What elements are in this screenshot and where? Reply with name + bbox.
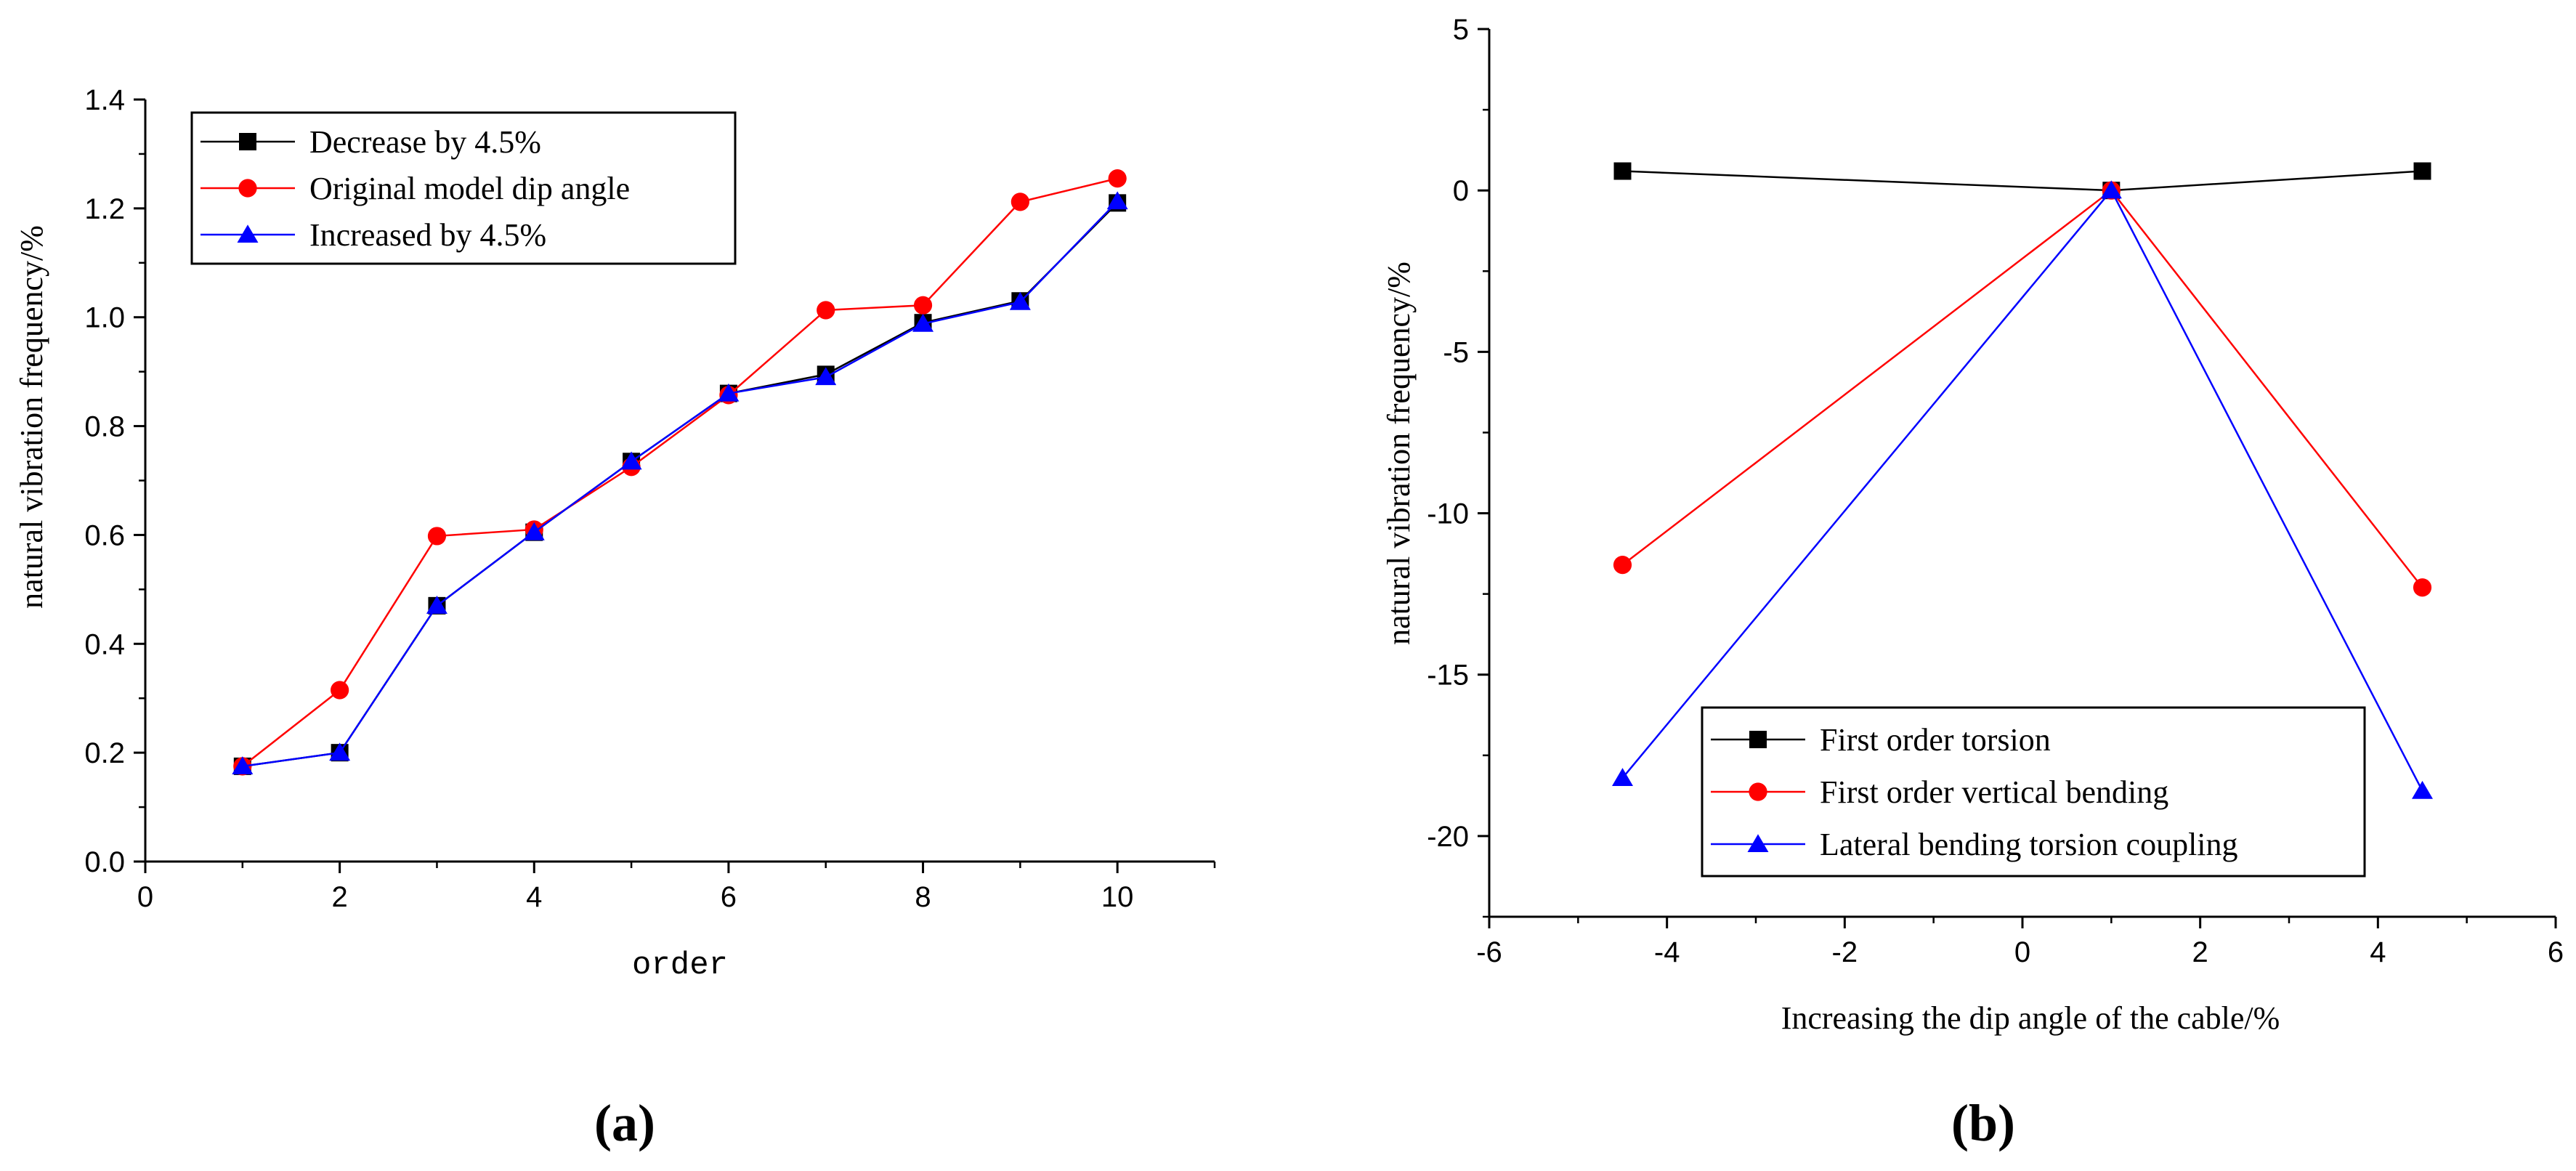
y-axis-label-b: natural vibration frequency/%: [1381, 262, 1417, 645]
y-tick-label: -20: [1427, 821, 1469, 853]
series-b: [1612, 162, 2433, 799]
legend-label: Increased by 4.5%: [309, 217, 546, 253]
y-tick-label: 1.0: [84, 302, 125, 334]
x-tick-label: 2: [332, 881, 348, 913]
y-tick-label: 0: [1453, 175, 1469, 207]
y-axis-label-a: natural vibration frequency/%: [14, 225, 49, 609]
legend-label: Decrease by 4.5%: [309, 124, 541, 160]
chart-panel-a: 0 2 4 6 8 10 0.0 0.2 0.4 0.6 0.8 1.0 1.2 1.4 natural …: [14, 84, 1216, 1152]
legend-b: First order torsion First order vertical …: [1701, 706, 2366, 878]
data-point: [620, 451, 642, 470]
series-lateral-bending-torsion-coupling: [1612, 180, 2433, 799]
data-point: [913, 296, 933, 315]
x-tick-label: 0: [2014, 936, 2030, 968]
x-tick-label: 4: [526, 881, 542, 913]
legend-marker: [1747, 834, 1769, 853]
data-point: [1009, 291, 1031, 310]
data-point: [232, 756, 254, 774]
data-point: [912, 313, 934, 332]
x-tick-label: -2: [1832, 936, 1858, 968]
series-line: [242, 202, 1119, 768]
legend-marker: [1749, 731, 1767, 748]
series-line: [1622, 170, 2423, 192]
y-tick-label: -10: [1427, 498, 1469, 530]
y-tick-label: -5: [1443, 336, 1469, 368]
series-increased-by-4-5: [232, 191, 1128, 774]
data-point: [426, 596, 447, 614]
legend-item-lateral-bending-torsion-coupling: Lateral bending torsion coupling: [1711, 827, 2238, 862]
x-tick-label: 10: [1101, 881, 1134, 913]
x-axis-label-b: Increasing the dip angle of the cable/%: [1781, 1000, 2280, 1036]
legend-item-first-order-vertical-bending: First order vertical bending: [1711, 774, 2168, 810]
data-point: [523, 522, 545, 540]
panel-label-a: (a): [594, 1094, 655, 1152]
chart-panel-b: -6 -4 -2 0 2 4 650-5-10-15-20 natural vibratio…: [1381, 14, 2564, 1152]
legend-marker: [239, 133, 256, 150]
legend-label: Lateral bending torsion coupling: [1820, 827, 2238, 862]
data-point: [1613, 162, 1632, 180]
series-first-order-torsion: [1613, 162, 2431, 200]
x-tick-label: 6: [721, 881, 737, 913]
ticks-a: 0 2 4 6 8 10 0.0 0.2 0.4 0.6 0.8 1.0 1.2 1.4: [84, 84, 1216, 913]
data-point: [331, 681, 349, 700]
series-line: [242, 177, 1118, 767]
y-tick-label: 0.0: [84, 846, 125, 878]
legend-box: [1701, 706, 2366, 878]
y-tick-label: -15: [1427, 660, 1469, 692]
data-point: [1106, 191, 1128, 210]
y-tick-label: 0.2: [84, 737, 125, 769]
data-point: [718, 383, 740, 402]
legend-marker: [1749, 782, 1767, 801]
legend-label: First order torsion: [1820, 722, 2051, 758]
x-tick-label: 8: [915, 881, 931, 913]
x-tick-label: 0: [137, 881, 153, 913]
ticks-b: -6 -4 -2 0 2 4 650-5-10-15-20: [1427, 14, 2564, 968]
legend-item-increased-by-4-5: Increased by 4.5%: [201, 217, 546, 253]
legend-a: Decrease by 4.5% Original model dip angle…: [190, 111, 737, 265]
legend-item-decrease-by-4-5: Decrease by 4.5%: [201, 124, 541, 160]
series-a: [232, 169, 1128, 776]
series-first-order-vertical-bending: [1613, 181, 2432, 597]
series-decrease-by-4-5: [233, 194, 1127, 775]
series-line: [242, 200, 1119, 768]
x-tick-label: 4: [2370, 936, 2386, 968]
data-point: [1010, 193, 1029, 211]
y-tick-label: 0.6: [84, 519, 125, 551]
data-point: [815, 367, 837, 386]
x-axis-label-a: order: [632, 947, 728, 984]
data-point: [1108, 169, 1127, 188]
series-line: [1621, 189, 2423, 588]
legend-item-first-order-torsion: First order torsion: [1711, 722, 2051, 758]
data-point: [817, 301, 835, 320]
data-point: [1613, 556, 1632, 575]
data-point: [329, 742, 351, 761]
y-tick-label: 5: [1453, 14, 1469, 46]
data-point: [427, 527, 447, 546]
data-point: [2100, 180, 2122, 199]
data-point: [2412, 780, 2433, 799]
panel-label-b: (b): [1951, 1094, 2015, 1152]
data-point: [2413, 578, 2432, 597]
y-tick-label: 1.2: [84, 193, 125, 225]
data-point: [1612, 768, 1633, 786]
y-tick-label: 0.4: [84, 628, 125, 660]
series-line: [1621, 188, 2423, 792]
y-tick-label: 1.4: [84, 84, 125, 116]
legend-label: Original model dip angle: [309, 171, 630, 206]
data-point: [2413, 162, 2431, 180]
legend-label: First order vertical bending: [1820, 774, 2168, 810]
legend-marker: [237, 224, 259, 243]
x-tick-label: -4: [1654, 936, 1680, 968]
x-tick-label: -6: [1476, 936, 1502, 968]
legend-marker: [238, 179, 257, 198]
x-tick-label: 2: [2192, 936, 2208, 968]
y-tick-label: 0.8: [84, 411, 125, 443]
x-tick-label: 6: [2548, 936, 2564, 968]
legend-item-original-model-dip-angle: Original model dip angle: [201, 171, 630, 206]
